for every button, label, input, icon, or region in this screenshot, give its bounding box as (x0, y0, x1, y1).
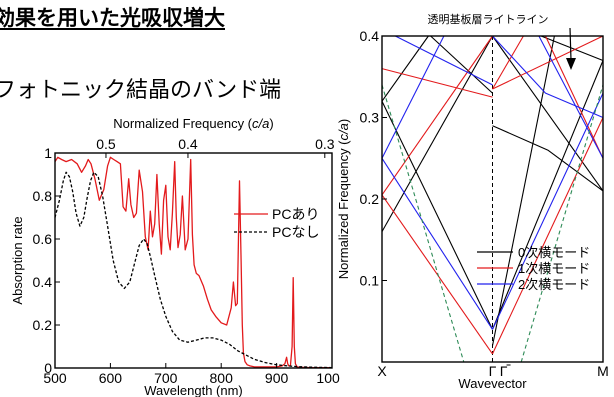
x-tick-label: 500 (43, 370, 67, 386)
annotation-arrow (569, 27, 572, 61)
y-tick-label: 0.6 (33, 231, 53, 247)
band-line (381, 194, 493, 355)
x-tick-label: 900 (265, 370, 289, 386)
absorption-plot-frame (54, 152, 333, 369)
y-tick-label: 0.8 (33, 188, 53, 204)
band-line (430, 35, 493, 94)
top-tick-label: 0.4 (178, 136, 198, 152)
band-line (492, 35, 604, 119)
top-tick-label: 0.5 (96, 136, 116, 152)
light-line-annotation: 透明基板層ライトライン (428, 12, 549, 26)
band-line (395, 35, 493, 86)
x-axis-label: Wavelength (nm) (144, 383, 243, 397)
legend-label: PCなし (272, 224, 319, 240)
series-line (54, 171, 333, 369)
band-line (492, 35, 524, 90)
band-line (492, 125, 604, 192)
light-line (520, 84, 604, 363)
y-tick-label: 1 (44, 145, 52, 161)
y-tick-label: 0.2 (360, 191, 380, 207)
x-tick-label: 800 (210, 370, 234, 386)
band-line (492, 92, 604, 330)
band-line (492, 35, 604, 192)
legend-label: PCあり (272, 206, 319, 222)
y-axis-label: Normalized Frequency (c/a) (336, 119, 351, 279)
band-line (540, 35, 604, 62)
band-line (545, 35, 604, 159)
band-line (492, 35, 604, 90)
x-tick-label: X (377, 363, 387, 379)
absorption-legend: PCあり PCなし (234, 206, 319, 240)
y-tick-label: 0.3 (360, 110, 380, 126)
band-line (381, 100, 493, 330)
y-axis-label: Absorption rate (10, 216, 25, 304)
legend-label: 0次横モード (518, 245, 590, 260)
band-line (381, 68, 493, 98)
page-subheading: フォトニック結晶のバンド端 (0, 78, 282, 103)
x-tick-label: 600 (99, 370, 123, 386)
band-diagram-chart: 0.10.20.30.4X Γ MΓ 透明基板層ライトライン Wavevector … (336, 12, 609, 391)
x-tick-label: M (597, 363, 609, 379)
x-tick-label: Γ (489, 363, 497, 379)
y-tick-label: 0.2 (33, 317, 53, 333)
y-tick-label: 0.4 (360, 28, 380, 44)
band-line (381, 35, 429, 102)
x-axis-label: Wavevector (458, 376, 527, 391)
y-tick-label: 0 (44, 360, 52, 376)
legend-label: 2次横モード (518, 277, 590, 292)
band-line (538, 35, 604, 159)
top-tick-label: 0.3 (315, 136, 335, 152)
page-heading: 効果を用いた光吸収増大 (0, 6, 225, 30)
band-line (492, 117, 604, 355)
band-line (381, 35, 445, 159)
gamma-prime-label: Γ (500, 363, 508, 379)
band-line (381, 35, 493, 232)
series-line (54, 156, 332, 369)
y-tick-label: 0.1 (360, 273, 380, 289)
annotation-arrowhead (566, 58, 576, 70)
light-line (381, 84, 465, 363)
x-tick-label: 700 (154, 370, 178, 386)
band-line (491, 35, 555, 346)
top-axis-label: Normalized Frequency (c/a) (113, 116, 273, 131)
band-line (381, 158, 493, 330)
y-tick-label: 0.4 (33, 274, 53, 290)
band-line (381, 35, 493, 196)
legend-label: 1次横モード (518, 261, 590, 276)
